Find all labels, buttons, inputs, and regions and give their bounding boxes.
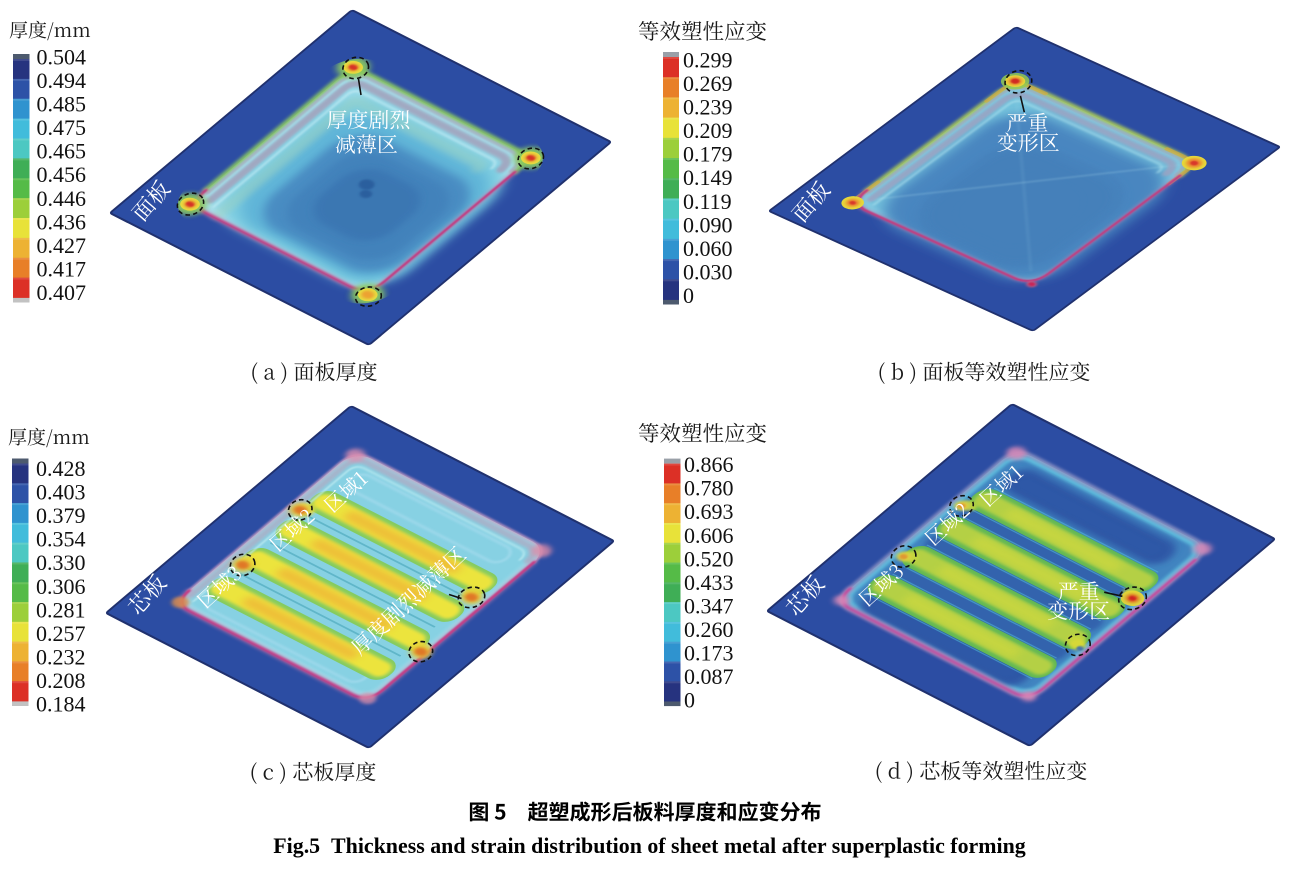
svg-text:0.403: 0.403 [36, 480, 86, 505]
svg-text:0.606: 0.606 [684, 523, 734, 548]
svg-text:0.379: 0.379 [36, 503, 86, 528]
svg-text:0.119: 0.119 [683, 189, 732, 214]
svg-text:0.436: 0.436 [37, 209, 87, 234]
svg-text:0.520: 0.520 [684, 546, 734, 571]
svg-text:0.475: 0.475 [37, 115, 87, 140]
svg-text:0.504: 0.504 [37, 45, 87, 70]
svg-text:0.269: 0.269 [683, 71, 733, 96]
svg-text:0.456: 0.456 [37, 162, 87, 187]
svg-text:0.417: 0.417 [37, 257, 87, 282]
svg-text:Fig.5 Thickness and strain dis: Fig.5 Thickness and strain distribution … [273, 833, 1025, 858]
svg-text:0.281: 0.281 [36, 597, 86, 622]
svg-text:0.428: 0.428 [36, 456, 86, 481]
svg-text:0.299: 0.299 [683, 48, 733, 73]
svg-text:0.179: 0.179 [683, 142, 733, 167]
svg-text:0.239: 0.239 [683, 95, 733, 120]
svg-text:0.780: 0.780 [684, 476, 734, 501]
svg-text:0.149: 0.149 [683, 165, 733, 190]
svg-text:0.209: 0.209 [683, 118, 733, 143]
svg-text:0.257: 0.257 [36, 621, 86, 646]
svg-text:0.485: 0.485 [37, 92, 87, 117]
svg-text:0.030: 0.030 [683, 260, 733, 285]
svg-text:0.232: 0.232 [36, 644, 86, 669]
svg-text:0.866: 0.866 [684, 452, 734, 477]
svg-text:0.693: 0.693 [684, 499, 734, 524]
svg-text:0: 0 [683, 283, 694, 308]
svg-text:0.260: 0.260 [684, 617, 734, 642]
svg-text:0.494: 0.494 [37, 68, 87, 93]
svg-text:0.184: 0.184 [36, 692, 86, 717]
svg-text:0.208: 0.208 [36, 668, 86, 693]
svg-text:0.433: 0.433 [684, 570, 734, 595]
svg-text:0.330: 0.330 [36, 550, 86, 575]
svg-text:0.087: 0.087 [684, 664, 734, 689]
svg-text:0.465: 0.465 [37, 139, 87, 164]
svg-text:0.060: 0.060 [683, 236, 733, 261]
svg-text:0.090: 0.090 [683, 212, 733, 237]
svg-text:0.407: 0.407 [37, 280, 87, 305]
svg-text:0: 0 [684, 688, 695, 713]
svg-text:0.306: 0.306 [36, 574, 86, 599]
svg-text:0.354: 0.354 [36, 527, 86, 552]
svg-text:0.347: 0.347 [684, 593, 734, 618]
svg-text:0.173: 0.173 [684, 641, 734, 666]
svg-text:0.427: 0.427 [37, 233, 87, 258]
svg-text:0.446: 0.446 [37, 186, 87, 211]
